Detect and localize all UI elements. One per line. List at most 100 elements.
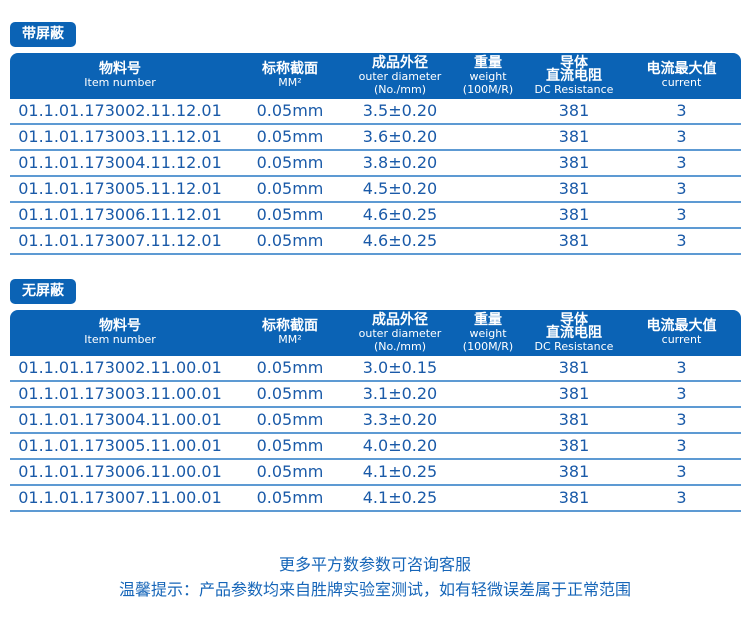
table-header: 物料号 Item number 标称截面 MM² 成品外径 outer diameter(…: [10, 53, 741, 99]
header-zh: 物料号: [99, 61, 141, 77]
cell-weight: [450, 486, 526, 510]
table-row: 01.1.01.173002.11.00.01 0.05mm 3.0±0.15 381…: [10, 356, 741, 382]
cell-cross-section: 0.05mm: [256, 231, 324, 250]
table-row: 01.1.01.173003.11.12.01 0.05mm 3.6±0.20 381…: [10, 125, 741, 151]
header-en: (No./mm): [374, 82, 426, 96]
cell-item-number: 01.1.01.173004.11.12.01: [18, 153, 222, 172]
table-row: 01.1.01.173004.11.00.01 0.05mm 3.3±0.20 381…: [10, 408, 741, 434]
cell-cross-section: 0.05mm: [256, 358, 324, 377]
cell-outer-diameter: 3.8±0.20: [362, 153, 438, 172]
cell-max-current: 3: [676, 127, 687, 146]
header-en: outer diameter: [358, 326, 442, 340]
cell-item-number: 01.1.01.173006.11.12.01: [18, 205, 222, 224]
cell-weight: [450, 151, 526, 175]
header-zh: 重量: [474, 54, 502, 71]
header-en: weight: [469, 326, 507, 340]
header-zh: 导体: [560, 54, 588, 71]
table-row: 01.1.01.173006.11.12.01 0.05mm 4.6±0.25 381…: [10, 203, 741, 229]
cell-max-current: 3: [676, 410, 687, 429]
spec-table: 物料号 Item number 标称截面 MM² 成品外径 outer diameter(…: [10, 53, 741, 255]
cell-dc-resistance: 381: [558, 101, 590, 120]
cell-outer-diameter: 4.1±0.25: [362, 462, 438, 481]
cell-cross-section: 0.05mm: [256, 384, 324, 403]
cell-dc-resistance: 381: [558, 179, 590, 198]
section-tag: 带屏蔽: [10, 22, 76, 47]
cell-cross-section: 0.05mm: [256, 410, 324, 429]
cell-cross-section: 0.05mm: [256, 488, 324, 507]
cell-cross-section: 0.05mm: [256, 127, 324, 146]
header-zh: 电流最大值: [646, 61, 717, 77]
header-zh: 导体: [560, 311, 588, 328]
cell-outer-diameter: 3.3±0.20: [362, 410, 438, 429]
header-weight: 重量 weight (100M/R): [450, 53, 526, 99]
cell-outer-diameter: 3.1±0.20: [362, 384, 438, 403]
cell-outer-diameter: 4.5±0.20: [362, 179, 438, 198]
cell-dc-resistance: 381: [558, 358, 590, 377]
header-outer-diameter: 成品外径 outer diameter (No./mm): [350, 53, 450, 99]
cell-outer-diameter: 4.0±0.20: [362, 436, 438, 455]
cell-weight: [450, 177, 526, 201]
header-zh: 直流电阻: [546, 67, 602, 84]
cell-cross-section: 0.05mm: [256, 153, 324, 172]
cell-outer-diameter: 4.1±0.25: [362, 488, 438, 507]
header-dc-resistance: 导体 直流电阻 DC Resistance: [526, 310, 622, 356]
cell-cross-section: 0.05mm: [256, 101, 324, 120]
cell-cross-section: 0.05mm: [256, 462, 324, 481]
header-zh: 物料号: [99, 318, 141, 334]
header-en: current: [661, 76, 702, 89]
cell-weight: [450, 460, 526, 484]
cell-dc-resistance: 381: [558, 436, 590, 455]
header-dc-resistance: 导体 直流电阻 DC Resistance: [526, 53, 622, 99]
cell-outer-diameter: 4.6±0.25: [362, 205, 438, 224]
cell-item-number: 01.1.01.173007.11.12.01: [18, 231, 222, 250]
cell-dc-resistance: 381: [558, 205, 590, 224]
cell-item-number: 01.1.01.173005.11.12.01: [18, 179, 222, 198]
table-row: 01.1.01.173005.11.00.01 0.05mm 4.0±0.20 381…: [10, 434, 741, 460]
cell-max-current: 3: [676, 436, 687, 455]
header-item-number: 物料号 Item number: [10, 310, 230, 356]
cell-max-current: 3: [676, 384, 687, 403]
header-en: MM²: [278, 76, 302, 89]
cell-max-current: 3: [676, 231, 687, 250]
header-en: outer diameter: [358, 69, 442, 83]
header-zh: 标称截面: [262, 61, 318, 77]
table-row: 01.1.01.173005.11.12.01 0.05mm 4.5±0.20 381…: [10, 177, 741, 203]
cell-dc-resistance: 381: [558, 153, 590, 172]
cell-dc-resistance: 381: [558, 488, 590, 507]
header-en: DC Resistance: [534, 82, 614, 96]
cell-weight: [450, 229, 526, 253]
header-zh: 电流最大值: [646, 318, 717, 334]
header-en: DC Resistance: [534, 339, 614, 353]
cell-cross-section: 0.05mm: [256, 436, 324, 455]
footer-tip: 温馨提示：产品参数均来自胜牌实验室测试，如有轻微误差属于正常范围: [118, 580, 631, 599]
cell-item-number: 01.1.01.173003.11.12.01: [18, 127, 222, 146]
cell-weight: [450, 99, 526, 123]
header-zh: 重量: [474, 311, 502, 328]
header-outer-diameter: 成品外径 outer diameter (No./mm): [350, 310, 450, 356]
cell-item-number: 01.1.01.173005.11.00.01: [18, 436, 222, 455]
header-en: (100M/R): [462, 339, 514, 353]
header-zh: 成品外径: [372, 54, 428, 71]
table-row: 01.1.01.173007.11.00.01 0.05mm 4.1±0.25 381…: [10, 486, 741, 512]
cell-cross-section: 0.05mm: [256, 179, 324, 198]
header-en: Item number: [84, 333, 156, 346]
cell-outer-diameter: 3.5±0.20: [362, 101, 438, 120]
header-en: MM²: [278, 333, 302, 346]
cell-item-number: 01.1.01.173007.11.00.01: [18, 488, 222, 507]
cell-max-current: 3: [676, 462, 687, 481]
header-max-current: 电流最大值 current: [622, 53, 741, 99]
cell-dc-resistance: 381: [558, 410, 590, 429]
header-en: (100M/R): [462, 82, 514, 96]
cell-item-number: 01.1.01.173002.11.12.01: [18, 101, 222, 120]
header-cross-section: 标称截面 MM²: [230, 310, 350, 356]
section-tag: 无屏蔽: [10, 279, 76, 304]
header-en: weight: [469, 69, 507, 83]
table-row: 01.1.01.173002.11.12.01 0.05mm 3.5±0.20 381…: [10, 99, 741, 125]
header-zh: 标称截面: [262, 318, 318, 334]
header-max-current: 电流最大值 current: [622, 310, 741, 356]
cell-weight: [450, 125, 526, 149]
cell-max-current: 3: [676, 488, 687, 507]
cell-max-current: 3: [676, 179, 687, 198]
cell-item-number: 01.1.01.173002.11.00.01: [18, 358, 222, 377]
cell-dc-resistance: 381: [558, 384, 590, 403]
